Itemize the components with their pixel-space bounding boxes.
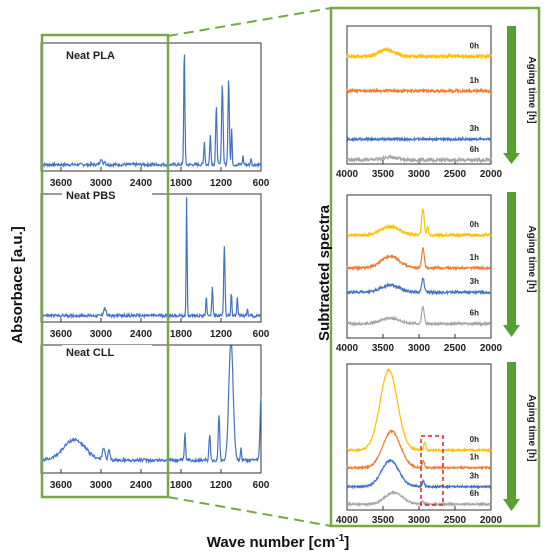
zoom-frame xyxy=(329,6,541,528)
aging-label-2: Aging time [h] xyxy=(526,225,537,292)
series-label: 6h xyxy=(470,309,479,318)
x-tick-label: 3500 xyxy=(372,169,395,180)
x-tick-label: 3000 xyxy=(90,329,113,340)
x-tick-label: 2500 xyxy=(444,515,467,526)
x-axis-label-sup: -1 xyxy=(335,533,344,544)
series-label: 0h xyxy=(470,435,479,444)
x-tick-label: 2400 xyxy=(130,480,153,491)
aging-arrow-1 xyxy=(503,26,520,164)
x-tick-label: 2000 xyxy=(480,343,503,354)
series-label: 1h xyxy=(470,253,479,262)
series-line-6h xyxy=(346,489,492,508)
x-tick-label: 3000 xyxy=(408,515,431,526)
x-tick-label: 2000 xyxy=(480,515,503,526)
x-tick-label: 600 xyxy=(253,178,270,189)
series-line-0h xyxy=(346,368,492,454)
x-tick-label: 3000 xyxy=(90,480,113,491)
series-label: 1h xyxy=(470,76,479,85)
series-line-3h xyxy=(346,135,492,143)
cll-panel-title: Neat CLL xyxy=(66,347,115,359)
x-tick-label: 3000 xyxy=(408,169,431,180)
series-line-neat-pla xyxy=(40,54,262,169)
x-tick-label: 3500 xyxy=(372,515,395,526)
pbs-panel-frame xyxy=(40,193,262,323)
x-tick-label: 1800 xyxy=(170,329,193,340)
x-axis-label-tail: ] xyxy=(344,534,349,551)
x-tick-label: 3600 xyxy=(50,329,73,340)
x-tick-label: 3500 xyxy=(372,343,395,354)
ch-region-dashed-box xyxy=(420,435,444,506)
cll-title-bg xyxy=(62,345,152,360)
x-tick-label: 2500 xyxy=(444,169,467,180)
x-tick-label: 2400 xyxy=(130,329,153,340)
series-line-0h xyxy=(346,208,492,239)
aging-label-3: Aging time [h] xyxy=(526,394,537,461)
series-line-3h xyxy=(346,277,492,296)
series-line-neat-cll xyxy=(40,345,262,464)
aging-label-1: Aging time [h] xyxy=(526,56,537,123)
series-label: 3h xyxy=(470,277,479,286)
x-tick-label: 2500 xyxy=(444,343,467,354)
series-line-6h xyxy=(346,305,491,327)
x-tick-label: 1200 xyxy=(210,178,233,189)
x-tick-label: 600 xyxy=(253,329,270,340)
series-line-1h xyxy=(346,429,492,471)
x-axis-label: Wave number [cm-1] xyxy=(207,533,350,551)
series-line-6h xyxy=(346,153,492,164)
x-tick-label: 4000 xyxy=(336,343,359,354)
x-tick-label: 4000 xyxy=(336,169,359,180)
series-label: 0h xyxy=(470,220,479,229)
right-y-axis-label: Subtracted spectra xyxy=(316,204,333,341)
highlight-box xyxy=(40,33,170,499)
x-tick-label: 1800 xyxy=(170,178,193,189)
series-line-3h xyxy=(346,458,492,490)
series-label: 3h xyxy=(470,124,479,133)
y-axis-label: Absorbace [a.u.] xyxy=(9,226,26,344)
aging-arrow-3 xyxy=(503,362,520,511)
aging-arrow-2 xyxy=(503,192,520,337)
pbs-title-bg xyxy=(62,187,152,202)
pbs-panel-title: Neat PBS xyxy=(66,190,116,202)
series-label: 0h xyxy=(470,41,479,50)
x-tick-label: 4000 xyxy=(336,515,359,526)
series-layer: 3600 3000 2400 1800 1200 600 3600 3000 2400 1800 1… xyxy=(40,41,503,526)
pla-title-bg xyxy=(62,47,152,62)
x-tick-label: 3000 xyxy=(408,343,431,354)
x-tick-label: 1800 xyxy=(170,480,193,491)
x-tick-label: 2000 xyxy=(480,169,503,180)
series-line-1h xyxy=(346,87,492,95)
x-tick-label: 3600 xyxy=(50,480,73,491)
series-label: 1h xyxy=(470,453,479,462)
x-axis-label-main: Wave number [cm xyxy=(207,534,336,551)
zoom-line-bottom xyxy=(167,496,332,527)
pla-panel-title: Neat PLA xyxy=(66,50,115,62)
x-tick-label: 3600 xyxy=(50,178,73,189)
series-label: 6h xyxy=(470,489,479,498)
x-tick-label: 1200 xyxy=(210,329,233,340)
x-tick-label: 1200 xyxy=(210,480,233,491)
series-label: 3h xyxy=(470,472,479,481)
series-line-neat-pbs xyxy=(40,197,262,320)
x-tick-label: 600 xyxy=(253,480,270,491)
series-line-1h xyxy=(346,247,491,272)
x-tick-label: 3000 xyxy=(90,178,113,189)
series-label: 6h xyxy=(470,145,479,154)
series-line-0h xyxy=(346,46,492,61)
zoom-line-top xyxy=(167,7,332,37)
x-tick-label: 2400 xyxy=(130,178,153,189)
